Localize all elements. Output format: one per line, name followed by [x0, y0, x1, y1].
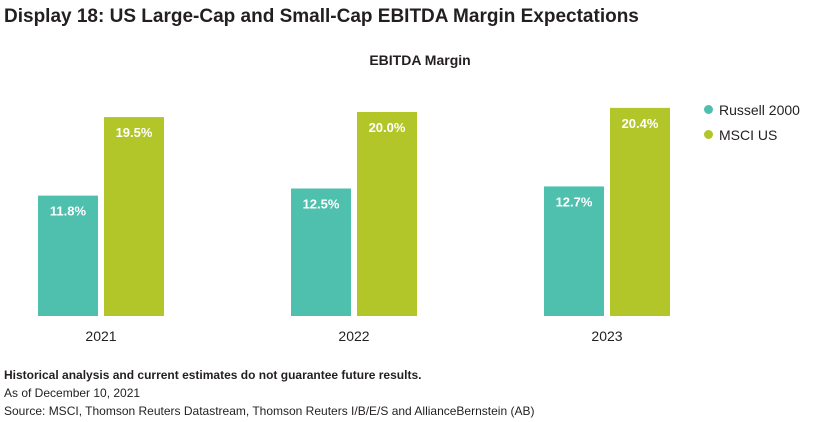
bar-msci-us-2022: [357, 111, 417, 316]
legend-item-russell-2000: Russell 2000: [704, 97, 800, 122]
bar-russell-2000-2022: [291, 188, 351, 316]
data-label-msci-us-2022: 20.0%: [369, 120, 406, 135]
chart-title: EBITDA Margin: [369, 52, 471, 68]
legend-swatch-msci-us: [704, 130, 713, 139]
bar-russell-2000-2023: [544, 186, 604, 316]
legend-label-russell-2000: Russell 2000: [719, 101, 800, 118]
footer-notes: Historical analysis and current estimate…: [4, 366, 534, 420]
ebitda-margin-bar-chart: 11.8% 19.5% 2021 12.5% 20.0% 2022 12.7% 20.4% 20…: [38, 107, 670, 344]
chart-legend: Russell 2000 MSCI US: [704, 97, 800, 147]
x-tick-label-2022: 2022: [338, 328, 369, 344]
display-title: Display 18: US Large-Cap and Small-Cap E…: [4, 6, 639, 27]
bar-msci-us-2023: [610, 107, 670, 316]
as-of-date: As of December 10, 2021: [4, 386, 141, 400]
disclaimer-text: Historical analysis and current estimate…: [4, 368, 422, 382]
data-label-russell-2000-2021: 11.8%: [50, 204, 87, 219]
source-note: Source: MSCI, Thomson Reuters Datastream…: [4, 404, 535, 418]
bar-russell-2000-2021: [38, 195, 98, 316]
legend-label-msci-us: MSCI US: [719, 126, 778, 143]
data-label-msci-us-2023: 20.4%: [622, 116, 659, 131]
legend-swatch-russell-2000: [704, 105, 713, 114]
x-tick-label-2023: 2023: [591, 328, 622, 344]
data-label-russell-2000-2022: 12.5%: [303, 196, 340, 211]
bar-msci-us-2021: [104, 117, 164, 316]
data-label-msci-us-2021: 19.5%: [116, 125, 153, 140]
data-label-russell-2000-2023: 12.7%: [556, 194, 593, 209]
x-tick-label-2021: 2021: [85, 328, 116, 344]
legend-item-msci-us: MSCI US: [704, 122, 800, 147]
